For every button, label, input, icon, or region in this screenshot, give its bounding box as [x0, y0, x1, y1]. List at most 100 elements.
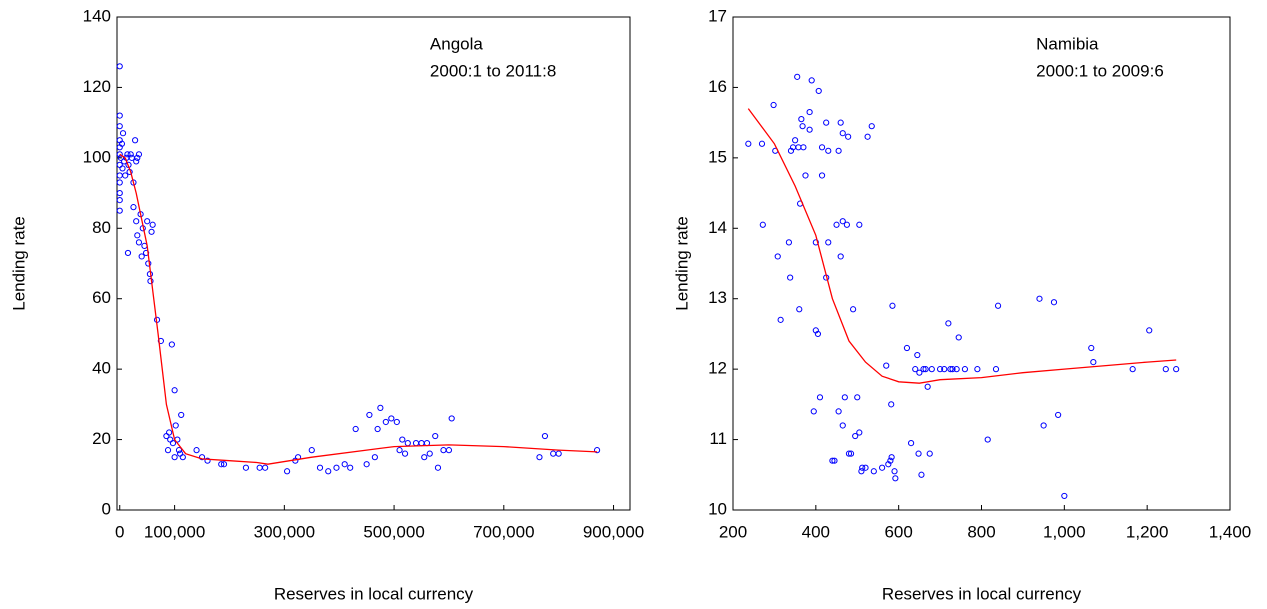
data-point [127, 151, 134, 158]
data-point [382, 418, 389, 426]
data-point [171, 387, 178, 394]
data-point [806, 126, 813, 133]
data-point [961, 366, 969, 373]
x-tick-label: 100,000 [144, 522, 205, 541]
data-point [920, 366, 927, 373]
data-point [134, 232, 141, 239]
data-point [926, 450, 933, 457]
data-point [947, 366, 954, 373]
data-point [802, 172, 809, 179]
data-point [377, 404, 384, 411]
data-point [837, 119, 844, 126]
data-point [808, 77, 815, 84]
data-point [555, 450, 562, 457]
y-axis-label: Lending rate [9, 216, 28, 311]
data-point [176, 450, 184, 457]
data-point [134, 154, 141, 161]
data-point [118, 140, 126, 147]
data-point [903, 344, 911, 352]
data-point [204, 457, 211, 464]
data-point [835, 408, 842, 415]
data-point [374, 425, 381, 433]
data-point [770, 101, 777, 109]
data-point [758, 140, 766, 147]
data-point [800, 144, 807, 151]
data-point [1050, 299, 1058, 306]
data-point [787, 274, 794, 281]
y-tick-label: 14 [708, 218, 727, 237]
data-point [795, 144, 802, 151]
data-point [130, 204, 137, 211]
data-point [974, 366, 981, 373]
data-point [396, 447, 403, 454]
data-point [593, 447, 601, 454]
data-point [242, 464, 250, 471]
x-tick-label: 1,000 [1043, 522, 1086, 541]
data-point [825, 147, 832, 154]
data-point [915, 450, 922, 457]
data-point [116, 123, 123, 130]
y-tick-label: 12 [708, 359, 727, 378]
data-point [794, 73, 801, 80]
y-tick-label: 140 [83, 6, 111, 25]
data-point [818, 144, 826, 151]
data-point [116, 207, 123, 214]
data-point [994, 302, 1002, 309]
data-point [1173, 366, 1180, 373]
data-point [1036, 295, 1043, 302]
data-point [852, 432, 859, 440]
data-point [984, 436, 991, 443]
y-tick-label: 120 [83, 77, 111, 96]
data-point [888, 454, 895, 461]
data-point [856, 221, 863, 228]
annotation: Namibia [1036, 34, 1099, 53]
x-axis-label: Reserves in local currency [882, 584, 1082, 603]
x-tick-label: 600 [884, 522, 912, 541]
data-point [759, 221, 766, 228]
y-tick-label: 10 [708, 499, 727, 518]
data-point [198, 454, 206, 461]
data-point [1055, 411, 1062, 419]
x-tick-label: 500,000 [363, 522, 424, 541]
y-tick-label: 11 [709, 429, 727, 448]
x-tick-label: 0 [115, 522, 124, 541]
data-point [941, 366, 948, 373]
data-point [116, 179, 123, 186]
data-point [845, 450, 853, 457]
data-point [119, 130, 127, 137]
data-point [745, 140, 752, 147]
data-point [166, 429, 173, 436]
data-point [839, 218, 846, 225]
data-point [333, 464, 340, 471]
data-point [308, 447, 315, 454]
y-tick-label: 17 [708, 6, 727, 25]
y-axis-label: Lending rate [672, 216, 691, 311]
data-point [916, 369, 923, 376]
data-point [363, 461, 370, 468]
data-point [366, 411, 373, 419]
data-point [922, 366, 929, 373]
y-tick-label: 13 [708, 288, 727, 307]
data-point [550, 450, 557, 457]
data-point [774, 253, 781, 260]
data-point [283, 468, 291, 475]
data-point [148, 228, 155, 235]
data-point [179, 454, 186, 461]
data-point [912, 366, 919, 373]
data-point [868, 123, 875, 130]
data-point [887, 457, 894, 464]
data-point [854, 394, 861, 401]
data-point [850, 306, 857, 313]
data-point [845, 133, 852, 140]
data-point [172, 422, 179, 429]
data-point [892, 475, 899, 482]
x-tick-label: 700,000 [473, 522, 534, 541]
data-point [169, 439, 177, 447]
data-point [541, 432, 549, 440]
x-tick-label: 1,400 [1209, 522, 1252, 541]
data-point [371, 454, 378, 461]
plot-frame [116, 16, 631, 511]
fit-line [747, 108, 1177, 384]
data-point [1129, 366, 1136, 373]
x-tick-label: 400 [802, 522, 830, 541]
